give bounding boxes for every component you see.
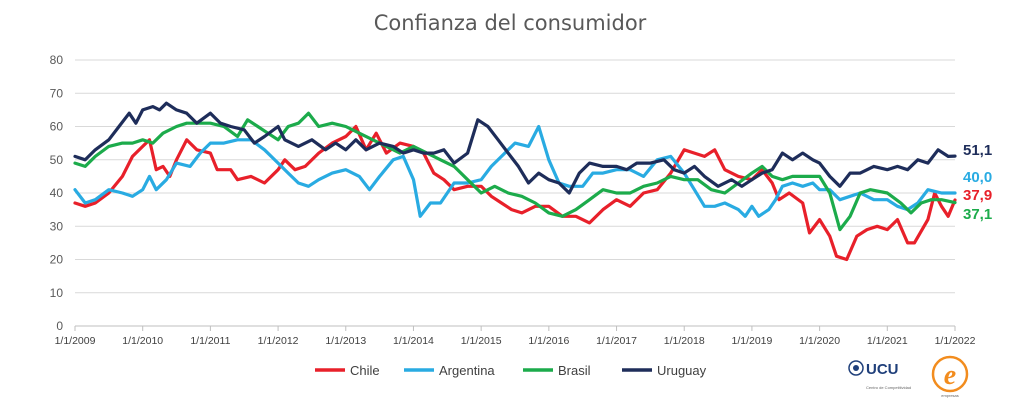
chart-title: Confianza del consumidor [374, 11, 647, 35]
series-line-uruguay [73, 101, 957, 195]
ucu-logo-text: UCU [866, 361, 899, 378]
x-tick-label: 1/1/2009 [55, 335, 96, 347]
y-tick-label: 60 [50, 120, 64, 134]
y-tick-label: 40 [50, 186, 64, 200]
x-tick-label: 1/1/2020 [799, 335, 840, 347]
end-label-argentina: 40,0 [963, 169, 992, 186]
ucu-logo: UCU Centro de Competitividad [848, 360, 911, 390]
series-group [73, 101, 957, 262]
x-tick-label: 1/1/2013 [325, 335, 366, 347]
y-axis: 0 10 20 30 40 50 60 70 80 [50, 53, 64, 333]
series-line-argentina [73, 124, 957, 218]
x-tick-label: 1/1/2021 [867, 335, 908, 347]
legend: Chile Argentina Brasil Uruguay [315, 363, 707, 378]
legend-label-argentina: Argentina [439, 363, 495, 378]
series-line-chile [73, 124, 957, 262]
e-logo-subtext: empresas [941, 393, 959, 398]
e-logo: e empresas [931, 355, 969, 398]
x-tick-label: 1/1/2014 [393, 335, 434, 347]
legend-label-chile: Chile [350, 363, 380, 378]
x-tick-label: 1/1/2011 [190, 335, 230, 347]
x-axis: 1/1/2009 1/1/2010 1/1/2011 1/1/2012 1/1/2013… [55, 325, 976, 347]
x-tick-label: 1/1/2022 [935, 335, 976, 347]
y-tick-label: 10 [50, 286, 64, 300]
y-tick-label: 0 [56, 319, 63, 333]
series-line-brasil [73, 111, 957, 232]
x-tick-label: 1/1/2015 [461, 335, 502, 347]
y-tick-label: 70 [50, 86, 64, 100]
y-tick-label: 50 [50, 153, 64, 167]
ucu-seal-icon [848, 360, 864, 376]
y-tick-label: 20 [50, 253, 64, 267]
legend-label-uruguay: Uruguay [657, 363, 707, 378]
y-tick-label: 80 [50, 53, 64, 67]
e-logo-letter: e [944, 360, 956, 391]
grid [75, 59, 955, 327]
x-tick-label: 1/1/2010 [122, 335, 163, 347]
x-tick-label: 1/1/2019 [731, 335, 772, 347]
end-labels: 37,940,0 37,1 51,1 [963, 142, 992, 223]
end-label-uruguay: 51,1 [963, 142, 992, 159]
e-logo-ring-icon [931, 355, 969, 393]
x-tick-label: 1/1/2016 [528, 335, 569, 347]
ucu-seal-dot [853, 365, 859, 371]
x-tick-label: 1/1/2012 [258, 335, 299, 347]
ucu-logo-subtext: Centro de Competitividad [866, 385, 911, 390]
legend-label-brasil: Brasil [558, 363, 591, 378]
x-tick-label: 1/1/2017 [596, 335, 637, 347]
end-label-brasil: 37,1 [963, 206, 992, 223]
y-tick-label: 30 [50, 219, 64, 233]
end-label-chile: 37,9 [963, 187, 992, 204]
x-tick-label: 1/1/2018 [664, 335, 705, 347]
